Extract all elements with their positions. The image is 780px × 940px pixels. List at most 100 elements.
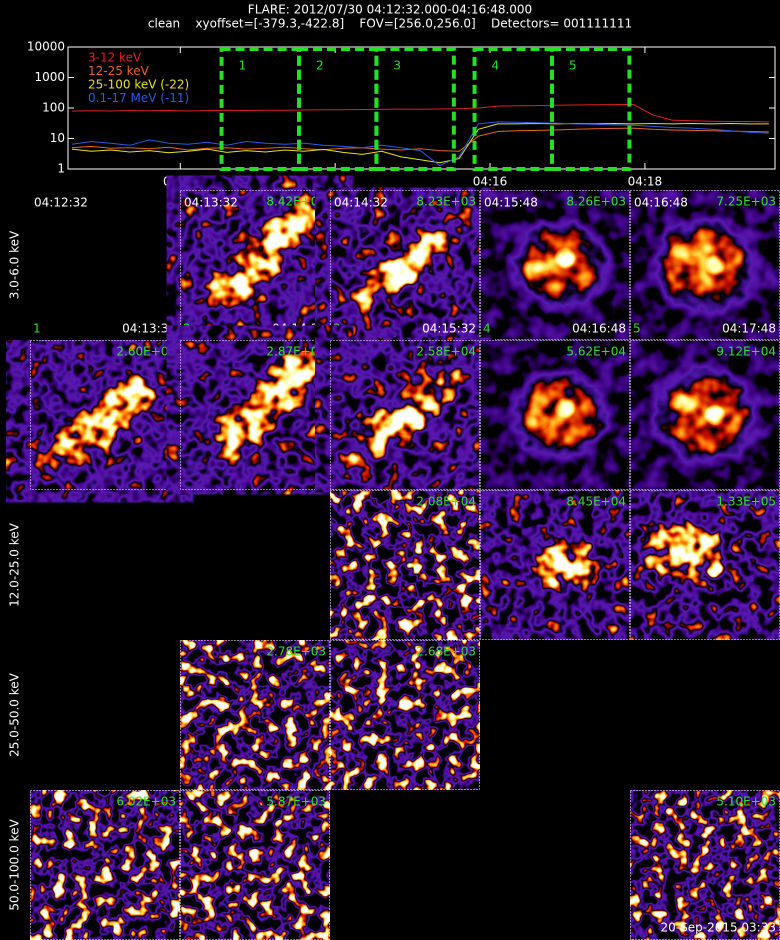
tile-frame	[330, 340, 480, 490]
image-tile	[630, 490, 780, 640]
start-time: 04:13:32	[184, 196, 238, 210]
start-time: 04:15:48	[484, 196, 538, 210]
peak-value: 7.25E+03	[716, 195, 776, 209]
image-tile	[630, 190, 780, 340]
image-tile	[30, 790, 180, 940]
image-tile	[180, 640, 330, 790]
image-source	[390, 405, 426, 435]
peak-value: 1.33E+05	[716, 495, 776, 509]
image-tile	[20, 340, 180, 490]
peak-value: 2.78E+03	[266, 645, 326, 659]
interval-index: 4	[483, 322, 491, 336]
legend-entry: 25-100 keV (-22)	[88, 78, 189, 92]
image-source	[520, 408, 550, 432]
image-source	[98, 372, 152, 418]
interval-index: 3	[333, 322, 341, 336]
tile-frame	[630, 490, 780, 640]
interval-label: 1	[239, 59, 247, 73]
image-source	[217, 418, 263, 462]
series-line	[71, 127, 769, 152]
interval-label: 4	[492, 59, 500, 73]
image-tile	[630, 340, 780, 490]
y-tick-label: 10	[50, 131, 65, 145]
image-tile	[328, 340, 482, 490]
peak-value: 5.62E+04	[566, 345, 626, 359]
interval-index: 1	[33, 322, 41, 336]
x-tick-label: 04:14	[318, 175, 353, 189]
peak-value: 2.87E+04	[266, 345, 326, 359]
y-tick-label: 100	[42, 101, 65, 115]
x-tick-label: 04:18	[628, 175, 663, 189]
tile-frame	[330, 190, 480, 340]
image-source	[520, 258, 550, 282]
image-source	[554, 247, 576, 269]
peak-value: 2.68E+03	[416, 645, 476, 659]
peak-value: 5.87E+03	[266, 795, 326, 809]
row-label: 50.0-100.0 keV	[8, 819, 22, 911]
image-tile	[180, 340, 339, 490]
image-source	[258, 342, 326, 402]
row-label: 6.0-12.0 keV	[8, 376, 22, 453]
interval-label: 2	[316, 59, 324, 73]
image-source	[667, 393, 703, 417]
legend-entry: 3-12 keV	[88, 51, 142, 65]
peak-value: 8.23E+03	[416, 195, 476, 209]
peak-value: 6.02E+03	[116, 795, 176, 809]
image-tile	[180, 790, 330, 940]
y-tick-label: 1000	[34, 70, 65, 84]
timestamp: 20-Sep-2015 03:33	[661, 921, 776, 935]
peak-value: 5.10E+03	[716, 795, 776, 809]
image-source	[554, 397, 576, 419]
interval-index: 2	[183, 322, 191, 336]
image-source	[704, 559, 726, 581]
peak-value: 8.45E+04	[566, 495, 626, 509]
interval-index: 5	[633, 322, 641, 336]
image-source	[553, 556, 577, 574]
start-time: 04:16:48	[634, 196, 688, 210]
peak-value: 9.12E+04	[716, 345, 776, 359]
interval-label: 5	[569, 59, 577, 73]
end-time: 04:14:32	[272, 322, 326, 336]
tile-frame	[630, 340, 780, 490]
x-tick-label: 04:12	[163, 175, 198, 189]
image-tile	[630, 790, 780, 940]
image-background	[630, 790, 780, 940]
image-tile	[328, 190, 482, 340]
peak-value: 8.42E+03	[266, 195, 326, 209]
start-time: 04:14:32	[334, 196, 388, 210]
image-tile	[330, 640, 480, 790]
peak-value: 2.60E+04	[116, 345, 176, 359]
end-time: 04:13:32	[122, 322, 176, 336]
image-tile	[480, 490, 630, 640]
plot-area	[71, 103, 769, 167]
interval-label: 3	[393, 59, 401, 73]
legend-entry: 0.1-17 MeV (-11)	[88, 91, 189, 105]
image-background	[330, 490, 480, 640]
row-label: 12.0-25.0 keV	[8, 522, 22, 606]
end-time: 04:16:48	[572, 322, 626, 336]
y-tick-label: 1	[57, 162, 65, 176]
image-source	[258, 192, 326, 252]
series-line	[71, 121, 769, 167]
image-source	[217, 268, 263, 312]
start-time: 04:12:32	[34, 196, 88, 210]
tile-frame	[480, 340, 630, 490]
tile-frame	[630, 190, 780, 340]
tile-frame	[330, 490, 480, 640]
row-label: 25.0-50.0 keV	[8, 672, 22, 756]
image-source	[390, 255, 426, 285]
image-background	[180, 640, 330, 790]
tile-frame	[180, 340, 330, 490]
series-line	[71, 122, 769, 164]
image-background	[180, 790, 330, 940]
tile-frame	[480, 190, 630, 340]
tile-frame	[180, 190, 330, 340]
end-time: 04:15:32	[422, 322, 476, 336]
series-line	[71, 103, 769, 123]
peak-value: 2.58E+04	[416, 345, 476, 359]
image-tile	[480, 340, 630, 490]
legend-entry: 12-25 keV	[88, 64, 150, 78]
image-tile	[480, 190, 630, 340]
image-source	[667, 243, 703, 267]
